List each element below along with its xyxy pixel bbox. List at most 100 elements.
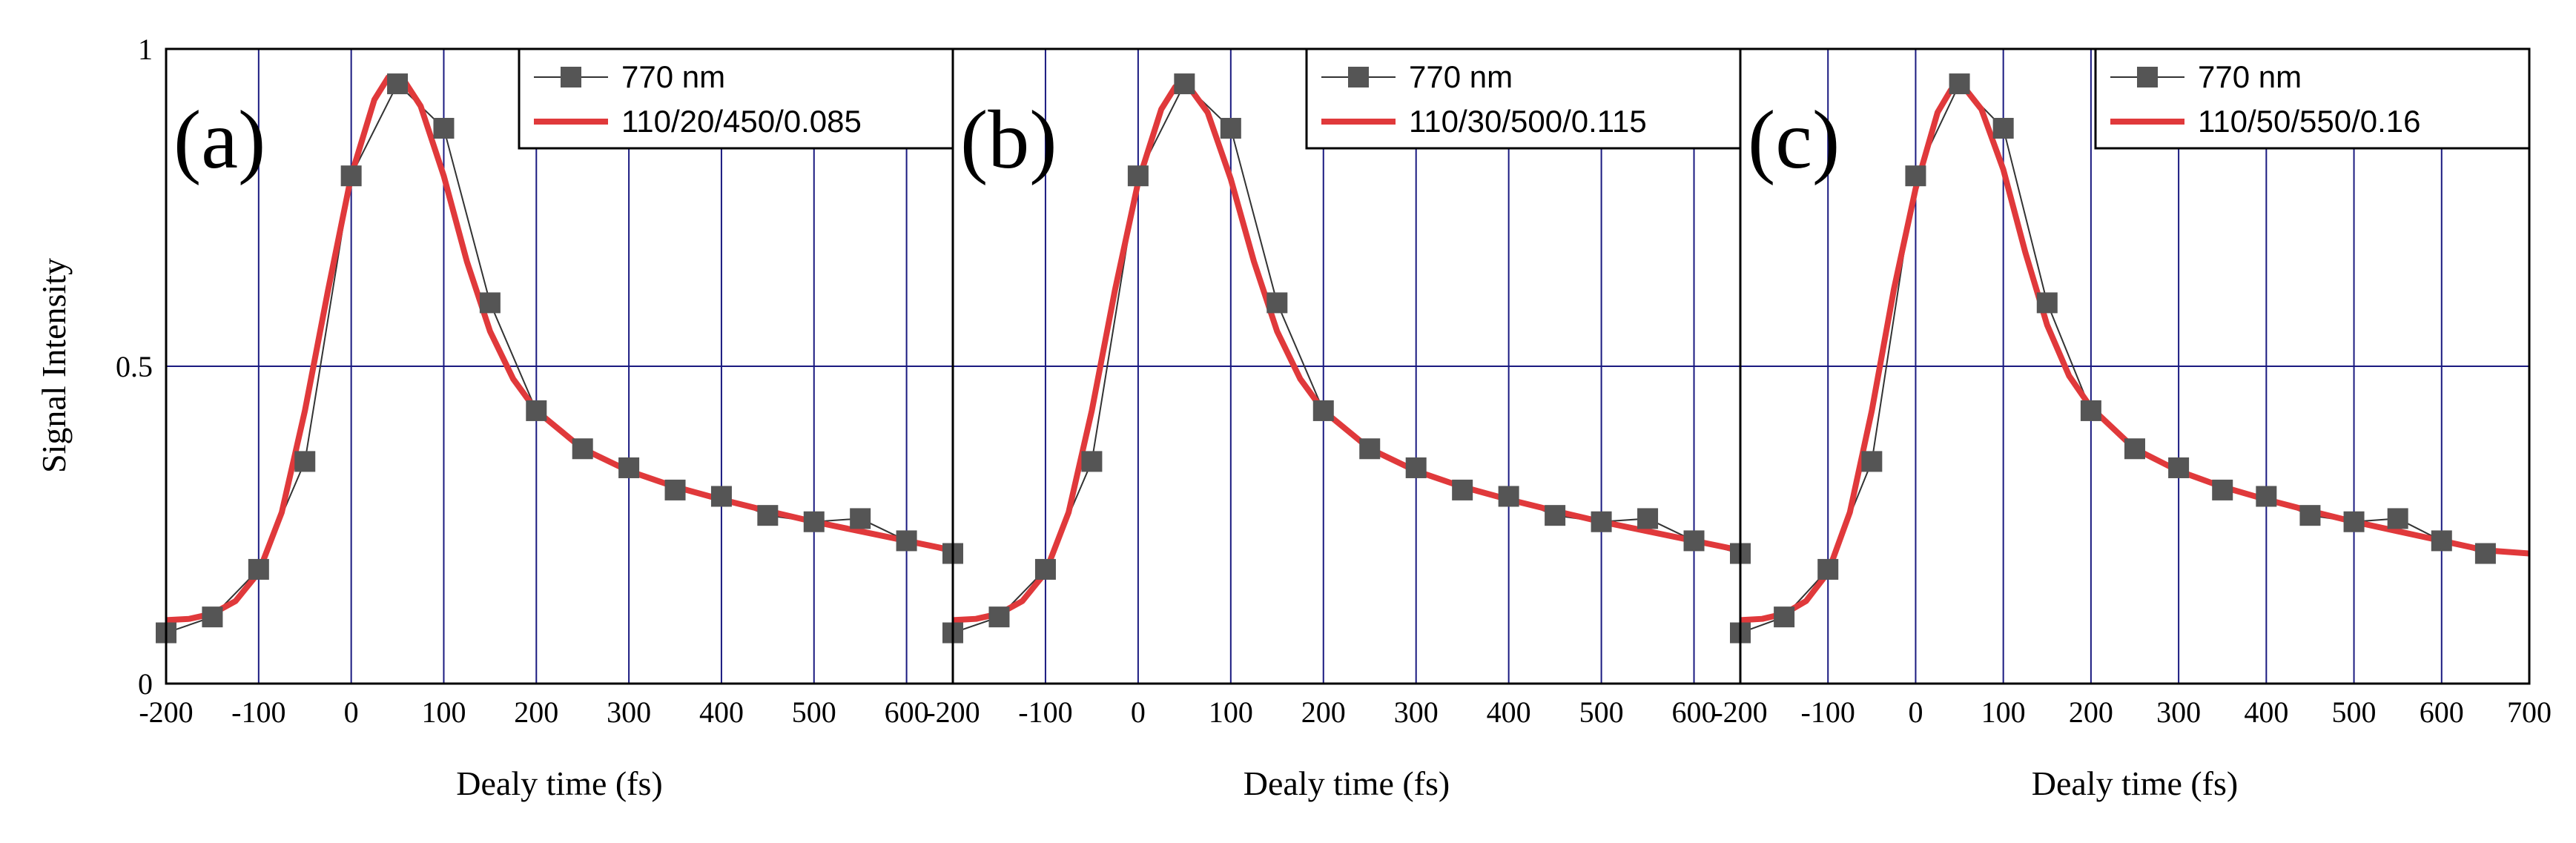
x-axis-label: Dealy time (fs)	[1244, 764, 1450, 802]
panel-label: (b)	[960, 94, 1057, 186]
x-axis-label: Dealy time (fs)	[456, 764, 662, 802]
data-point-marker	[1992, 118, 2014, 139]
data-point-marker	[387, 73, 409, 95]
legend: 770 nm 110/30/500/0.115	[1305, 47, 1742, 150]
series-fit-line	[1740, 84, 2529, 624]
legend-label-data: 770 nm	[621, 59, 725, 94]
data-point-marker	[1591, 511, 1612, 532]
y-tick-label: 1	[138, 33, 153, 66]
legend-label-fit: 110/30/500/0.115	[1409, 104, 1647, 139]
data-point-marker	[1498, 486, 1519, 507]
data-point-marker	[757, 505, 779, 526]
data-point-marker	[2474, 543, 2496, 564]
x-axis-label: Dealy time (fs)	[2032, 764, 2238, 802]
x-tick-label: 400	[1487, 695, 1531, 729]
series-fit-line	[953, 84, 1740, 624]
legend-label-fit: 110/20/450/0.085	[621, 104, 862, 139]
legend: 770 nm 110/50/550/0.16	[2094, 47, 2531, 150]
legend-box	[1305, 47, 1742, 150]
data-point-marker	[2256, 486, 2277, 507]
grid	[166, 49, 953, 684]
x-tick-label: -100	[231, 695, 285, 729]
data-point-marker	[1774, 606, 1795, 628]
x-tick-label: -200	[1713, 695, 1767, 729]
data-point-marker	[618, 457, 640, 478]
data-point-marker	[479, 292, 501, 314]
data-point-marker	[1817, 558, 1839, 580]
x-tick-label: 400	[699, 695, 744, 729]
data-point-marker	[572, 438, 593, 460]
data-point-marker	[1861, 451, 1883, 472]
data-point-marker	[1034, 558, 1056, 580]
x-tick-label: 200	[1301, 695, 1346, 729]
legend-marker-data	[2137, 67, 2158, 87]
data-point-marker	[850, 508, 871, 529]
x-tick-label: 200	[514, 695, 558, 729]
series-770nm-line	[166, 82, 953, 634]
x-tick-label: 600	[1672, 695, 1717, 729]
x-tick-label: 500	[2332, 695, 2377, 729]
x-tick-label: 500	[792, 695, 836, 729]
data-point-marker	[2168, 457, 2190, 478]
x-tick-label: 700	[2507, 695, 2552, 729]
data-point-marker	[1266, 292, 1288, 314]
x-tick-label: -200	[925, 695, 980, 729]
data-point-marker	[2212, 479, 2233, 500]
data-point-marker	[1359, 438, 1381, 460]
data-point-marker	[1312, 400, 1334, 421]
x-tick-label: 300	[607, 695, 651, 729]
data-point-marker	[988, 606, 1010, 628]
data-point-marker	[2124, 438, 2145, 460]
y-tick-label: 0	[138, 667, 153, 701]
x-tick-label: -100	[1018, 695, 1072, 729]
data-point-marker	[896, 530, 917, 552]
panel-a: -200 -100 0 100 200 300 400 500 600 Dealy time (f…	[139, 47, 963, 802]
legend-label-data: 770 nm	[1409, 59, 1513, 94]
x-tick-label: 100	[421, 695, 466, 729]
data-point-marker	[1405, 457, 1427, 478]
panel-label: (c)	[1748, 94, 1840, 186]
data-point-marker	[2036, 292, 2058, 314]
x-tick-label: -100	[1801, 695, 1855, 729]
x-tick-label: 300	[2156, 695, 2201, 729]
x-tick-label: 100	[1981, 695, 2026, 729]
data-point-marker	[2299, 505, 2321, 526]
data-point-marker	[1174, 73, 1195, 95]
data-point-marker	[1545, 505, 1566, 526]
data-point-marker	[1683, 530, 1705, 552]
data-point-marker	[1220, 118, 1241, 139]
x-tick-label: 500	[1579, 695, 1624, 729]
panel-label: (a)	[174, 94, 265, 186]
x-tick-label: 200	[2069, 695, 2113, 729]
data-point-marker	[526, 400, 547, 421]
panel-b: -200 -100 0 100 200 300 400 500 600 Dealy time (f…	[925, 47, 1751, 802]
data-point-marker	[1949, 73, 1970, 95]
x-tick-label: 0	[344, 695, 359, 729]
data-point-marker	[803, 511, 825, 532]
x-tick-label: 100	[1209, 695, 1253, 729]
data-point-marker	[433, 118, 455, 139]
data-point-marker	[2387, 508, 2408, 529]
x-tick-label: 0	[1131, 695, 1146, 729]
legend-marker-data	[561, 67, 581, 87]
data-point-marker	[294, 451, 316, 472]
series-group	[1740, 82, 2529, 634]
x-tick-label: 300	[1394, 695, 1439, 729]
data-point-marker	[1127, 165, 1149, 187]
series-group	[166, 74, 953, 634]
legend-box	[2094, 47, 2531, 150]
series-770nm-line	[953, 82, 1740, 634]
x-tick-label: 0	[1908, 695, 1923, 729]
data-point-marker	[202, 606, 223, 628]
data-point-marker	[248, 558, 269, 580]
x-tick-label: 600	[2420, 695, 2464, 729]
series-fit-line	[166, 74, 953, 624]
data-point-marker	[2431, 530, 2452, 552]
data-point-marker	[340, 165, 362, 187]
grid	[1740, 49, 2529, 684]
data-point-marker	[1452, 479, 1473, 500]
legend-label-data: 770 nm	[2198, 59, 2302, 94]
y-tick-label: 0.5	[116, 350, 153, 383]
